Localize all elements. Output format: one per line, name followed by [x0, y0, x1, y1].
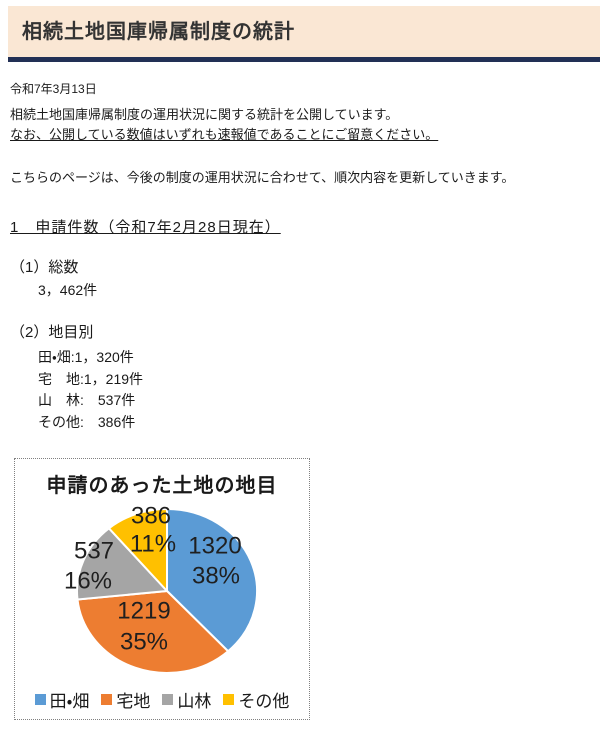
chart-box: 1320 38% 1219 35% 537 16% 386 11% 申請のあった土地の地目 田… [14, 458, 310, 720]
page-title: 相続土地国庫帰属制度の統計 [22, 21, 295, 43]
pie-data-label: 1219 [117, 598, 170, 625]
pie-slice-0 [166, 508, 258, 653]
pie-data-label: 16% [64, 568, 112, 595]
pie-data-label: 386 [131, 503, 171, 530]
legend-item-3: その他 [223, 687, 289, 712]
pie-data-label: 1320 [188, 533, 241, 560]
chart-legend: 田・畑 宅地 山林 その他 [15, 687, 309, 712]
pie-slice-2 [76, 527, 168, 601]
land-type-item: その他: 386件 [38, 413, 136, 430]
pie-data-label: 35% [120, 629, 168, 656]
land-type-item: 宅 地:1，219件 [38, 370, 144, 387]
legend-item-1: 宅地 [101, 687, 150, 712]
page-header: 相続土地国庫帰属制度の統計 [8, 6, 600, 62]
intro-paragraph: 相続土地国庫帰属制度の運用状況に関する統計を公開しています。 なお、公開している… [10, 105, 600, 145]
subsection-total-label: （1）総数 [10, 259, 79, 276]
legend-item-0: 田・畑 [34, 687, 90, 712]
legend-swatch-icon [223, 694, 235, 705]
legend-swatch-icon [34, 694, 46, 705]
legend-item-2: 山林 [162, 687, 211, 712]
update-note: こちらのページは、今後の制度の運用状況に合わせて、順次内容を更新していきます。 [10, 170, 515, 185]
total-count-value: 3，462件 [38, 282, 98, 298]
intro-line-1: 相続土地国庫帰属制度の運用状況に関する統計を公開しています。 [10, 107, 399, 122]
pie-data-label: 38% [192, 563, 240, 590]
legend-label: 宅地 [116, 692, 151, 711]
land-type-item: 田・畑:1，320件 [38, 349, 134, 365]
subsection-landtype-label: （2）地目別 [10, 324, 94, 341]
pie-data-label: 537 [74, 538, 114, 565]
legend-swatch-icon [101, 694, 113, 705]
legend-label: 田・畑 [49, 692, 90, 711]
legend-swatch-icon [162, 694, 174, 705]
legend-label: 山林 [177, 692, 212, 711]
pie-slice-1 [76, 590, 230, 674]
pie-slice-3 [107, 508, 168, 592]
chart-title: 申請のあった土地の地目 [46, 475, 278, 497]
land-type-list: 田・畑:1，320件 宅 地:1，219件 山 林: 537件 その他: 386… [38, 347, 600, 433]
main-content: 令和7年3月13日 相続土地国庫帰属制度の運用状況に関する統計を公開しています。… [10, 82, 600, 433]
pie-data-label: 11% [130, 531, 176, 558]
legend-label: その他 [238, 692, 290, 711]
land-type-item: 山 林: 537件 [38, 392, 136, 408]
intro-line-2: なお、公開している数値はいずれも速報値であることにご留意ください。 [10, 127, 439, 142]
publish-date: 令和7年3月13日 [10, 82, 97, 96]
section-1-heading: 1 申請件数（令和7年2月28日現在） [10, 219, 281, 236]
